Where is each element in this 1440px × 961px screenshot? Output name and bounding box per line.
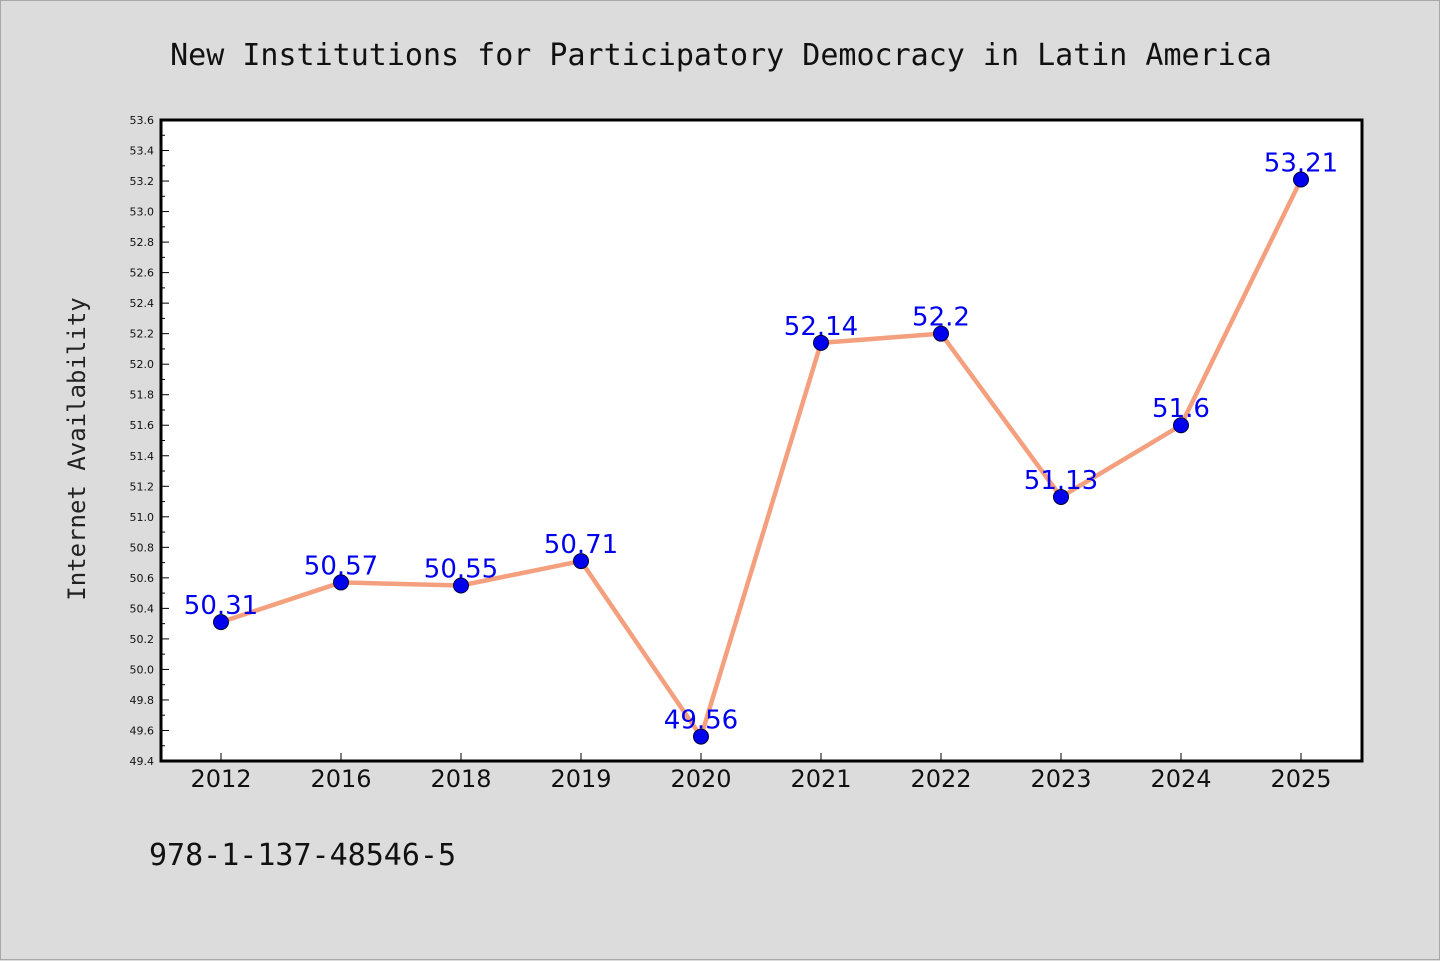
data-point-marker — [573, 553, 589, 570]
x-tick-label: 2019 — [550, 765, 611, 793]
data-label: 49.56 — [664, 706, 738, 736]
y-tick-label: 52.4 — [130, 297, 155, 310]
data-label: 51.13 — [1024, 466, 1098, 496]
y-tick-label: 51.2 — [130, 480, 155, 493]
y-tick-label: 50.2 — [130, 633, 155, 646]
x-tick-label: 2018 — [430, 765, 491, 793]
y-tick-label: 53.0 — [130, 206, 155, 219]
x-tick-label: 2024 — [1150, 765, 1211, 793]
y-tick-label: 50.6 — [130, 572, 155, 585]
x-tick-label: 2021 — [790, 765, 851, 793]
x-tick-label: 2012 — [190, 765, 251, 793]
y-tick-label: 52.2 — [130, 328, 155, 341]
marker-layer — [213, 171, 1309, 745]
data-label: 53.21 — [1264, 149, 1338, 179]
data-label: 52.2 — [912, 303, 970, 333]
x-tick-label: 2016 — [310, 765, 371, 793]
x-axis-ticks: 2012 2016 2018 2019 2020 2021 2022 2023 2024 2025 — [190, 753, 1332, 793]
data-label: 51.6 — [1152, 394, 1210, 424]
data-point-marker — [933, 325, 949, 342]
chart-title: New Institutions for Participatory Democ… — [170, 38, 1272, 73]
y-tick-label: 51.6 — [130, 419, 155, 432]
data-point-marker — [813, 334, 829, 351]
data-point-marker — [1053, 488, 1069, 505]
data-label: 50.71 — [544, 530, 618, 560]
data-point-marker — [333, 574, 349, 591]
data-point-marker — [1173, 417, 1189, 434]
footer-isbn: 978-1-137-48546-5 — [149, 838, 456, 873]
y-tick-label: 50.8 — [130, 541, 155, 554]
y-tick-label: 49.4 — [130, 755, 155, 768]
x-tick-label: 2025 — [1270, 765, 1331, 793]
data-point-marker — [1293, 171, 1309, 188]
data-label-layer: 50.31 50.57 50.55 50.71 49.56 52.14 52.2 51.13 5… — [184, 149, 1338, 736]
y-tick-label: 51.4 — [130, 450, 155, 463]
data-point-marker — [693, 728, 709, 745]
data-label: 50.57 — [304, 551, 378, 581]
series-line-layer — [218, 177, 1304, 739]
data-label: 52.14 — [784, 312, 858, 342]
y-tick-label: 52.0 — [130, 358, 155, 371]
y-tick-label: 50.0 — [130, 663, 155, 676]
data-label: 50.31 — [184, 591, 258, 621]
x-tick-label: 2020 — [670, 765, 731, 793]
data-label: 50.55 — [424, 554, 498, 584]
y-tick-label: 50.4 — [130, 602, 155, 615]
y-tick-label: 49.6 — [130, 724, 155, 737]
y-tick-label: 51.0 — [130, 511, 155, 524]
plot-area — [159, 118, 1364, 763]
y-tick-label: 49.8 — [130, 694, 155, 707]
x-tick-label: 2023 — [1030, 765, 1091, 793]
y-tick-label: 51.8 — [130, 389, 155, 402]
y-tick-label: 52.6 — [130, 267, 155, 280]
y-axis-ticks: 49.4 49.6 49.8 50.0 50.2 50.4 50.6 50.8 51.0 51.2… — [130, 114, 169, 768]
x-tick-label: 2022 — [910, 765, 971, 793]
y-tick-label: 53.2 — [130, 175, 155, 188]
y-axis-label: Internet Availability — [63, 297, 91, 600]
y-tick-label: 53.4 — [130, 145, 155, 158]
data-point-marker — [213, 614, 229, 631]
y-tick-label: 53.6 — [130, 114, 155, 127]
y-tick-label: 52.8 — [130, 236, 155, 249]
data-point-marker — [453, 577, 469, 594]
series-line — [218, 177, 1304, 739]
